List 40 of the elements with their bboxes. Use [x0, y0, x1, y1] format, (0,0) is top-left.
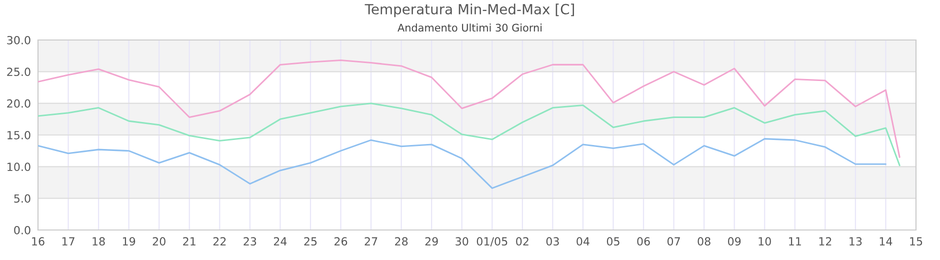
- x-tick-label: 03: [546, 237, 559, 246]
- x-tick-label: 10: [758, 237, 771, 246]
- y-tick-label: 30.0: [7, 36, 30, 44]
- x-tick-label: 30: [456, 237, 468, 246]
- x-tick-label: 07: [667, 237, 680, 246]
- y-tick-label: 10.0: [8, 162, 30, 172]
- x-tick-label: 09: [728, 237, 741, 246]
- x-tick-label: 06: [637, 237, 650, 246]
- x-tick-label: 21: [183, 237, 196, 246]
- x-tick-label: 01/05: [476, 237, 508, 246]
- y-tick-label: 25.0: [7, 68, 30, 76]
- line-series: [38, 138, 886, 189]
- x-tick-label: 18: [92, 237, 105, 246]
- x-tick-label: 20: [152, 237, 166, 246]
- x-tick-label: 17: [62, 237, 74, 246]
- x-tick-label: 02: [516, 237, 528, 246]
- y-tick-label: 5.0: [14, 194, 30, 203]
- x-tick-label: 12: [819, 237, 832, 246]
- x-tick-label: 19: [122, 237, 136, 246]
- x-tick-label: 11: [789, 237, 801, 246]
- x-tick-label: 08: [698, 237, 710, 246]
- x-tick-label: 26: [334, 237, 348, 246]
- x-tick-label: 28: [395, 237, 408, 246]
- x-tick-label: 23: [244, 237, 256, 246]
- x-tick-label: 27: [364, 237, 378, 246]
- x-tick-label: 25: [304, 237, 317, 246]
- y-tick-label: 0.0: [14, 226, 30, 234]
- y-tick-label: 20.0: [7, 99, 30, 108]
- x-tick-label: 24: [274, 237, 287, 246]
- x-tick-label: 15: [910, 237, 922, 246]
- x-tick-label: 05: [606, 237, 620, 246]
- x-tick-label: 13: [850, 237, 862, 246]
- x-tick-label: 16: [32, 237, 44, 246]
- chart-subtitle: Andamento Ultimi 30 Giorni: [398, 24, 542, 32]
- x-tick-label: 04: [576, 237, 590, 246]
- x-tick-label: 22: [213, 237, 226, 246]
- chart-title: Temperatura Min-Med-Max [C]: [364, 4, 574, 18]
- x-tick-label: 29: [425, 237, 438, 246]
- x-tick-label: 14: [880, 237, 892, 246]
- y-tick-label: 15.0: [8, 130, 30, 140]
